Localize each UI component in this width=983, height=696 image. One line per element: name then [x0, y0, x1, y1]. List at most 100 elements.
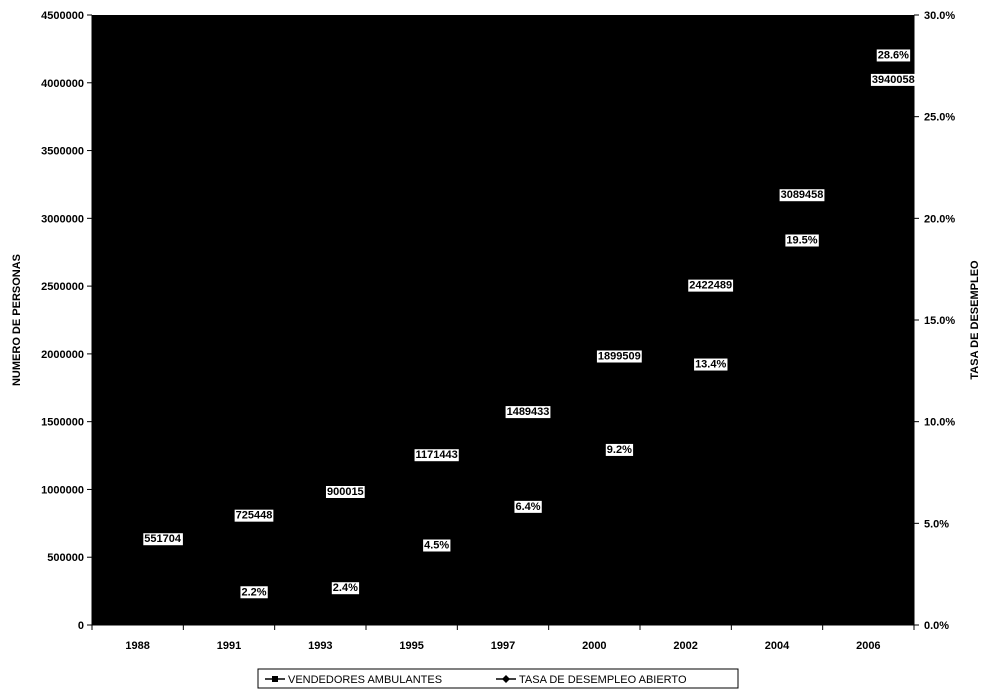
left-axis: 0 500000 1000000 1500000 2000000 2500000 30000…: [41, 10, 93, 632]
point-tasa: [499, 490, 507, 499]
point-vendedores: [408, 463, 415, 470]
data-label-tasa-text: 9.2%: [607, 444, 632, 456]
data-label-tasa: 19.5%: [785, 234, 819, 247]
point-vendedores: [500, 420, 506, 427]
data-label-vendedores-box: [688, 279, 734, 292]
data-label-tasa: 2.2%: [240, 586, 268, 599]
data-labels: 551704 725448 900015 1171443 1489433 1899509 2…: [143, 49, 916, 599]
data-label-vendedores-text: 1489433: [507, 406, 550, 418]
point-vendedores: [865, 87, 872, 94]
point-tasa: [864, 39, 873, 48]
data-label-tasa-text: 4.5%: [424, 540, 449, 552]
data-label-tasa-box: [240, 586, 268, 599]
data-label-vendedores-box: [779, 189, 825, 202]
data-label-tasa-text: 19.5%: [786, 235, 817, 247]
y2-tick-label: 15.0%: [924, 315, 955, 327]
point-vendedores: [317, 499, 324, 506]
y2-tick-label: 20.0%: [924, 213, 955, 225]
point-vendedores: [134, 547, 141, 554]
x-tick-label: 1997: [491, 640, 515, 652]
y-tick-label: 4000000: [41, 78, 84, 90]
data-label-vendedores-text: 900015: [327, 486, 364, 498]
plot-area: [92, 15, 914, 625]
point-vendedores: [591, 364, 598, 371]
data-label-vendedores: 1171443: [414, 449, 459, 462]
data-label-tasa-text: 13.4%: [695, 359, 726, 371]
data-label-vendedores: 1489433: [505, 406, 551, 419]
y2-tick-label: 10.0%: [924, 417, 955, 429]
data-label-tasa: 28.6%: [876, 49, 911, 62]
point-tasa: [225, 576, 233, 585]
data-label-vendedores: 2422489: [688, 279, 734, 292]
point-vendedores: [682, 293, 689, 300]
data-label-vendedores-text: 2422489: [689, 280, 732, 292]
data-label-vendedores-text: 3940058: [872, 74, 915, 86]
x-tick-label: 2000: [582, 640, 606, 652]
y-tick-label: 3000000: [41, 213, 84, 225]
data-label-vendedores: 1899509: [596, 350, 642, 363]
data-label-vendedores-text: 725448: [236, 510, 273, 522]
data-label-tasa-box: [785, 234, 819, 247]
y-tick-label: 3500000: [41, 146, 84, 158]
point-tasa: [590, 433, 599, 442]
data-label-tasa-box: [876, 49, 911, 62]
y-tick-label: 1500000: [41, 417, 84, 429]
data-label-vendedores-box: [596, 350, 642, 363]
x-tick-label: 2006: [856, 640, 880, 652]
data-label-tasa: 6.4%: [514, 500, 542, 513]
data-label-vendedores-box: [414, 449, 459, 462]
data-label-vendedores-box: [143, 533, 183, 546]
x-tick-label: 2002: [673, 640, 697, 652]
data-label-tasa-text: 2.4%: [333, 582, 358, 594]
data-label-vendedores-box: [505, 406, 551, 419]
data-label-vendedores: 900015: [325, 485, 365, 498]
data-label-tasa-box: [694, 358, 728, 371]
y-tick-label: 2500000: [41, 281, 84, 293]
data-label-vendedores-text: 1899509: [598, 351, 641, 363]
y-tick-label: 500000: [47, 552, 84, 564]
y2-tick-label: 5.0%: [924, 518, 949, 530]
x-axis: 1988 1991 1993 1995 1997 2000 2002 2004 2006: [91, 624, 915, 652]
legend-label-tasa: TASA DE DESEMPLEO ABIERTO: [519, 674, 687, 686]
data-label-tasa-text: 28.6%: [878, 49, 909, 61]
data-label-vendedores-box: [234, 509, 274, 522]
y-tick-label: 0: [78, 620, 84, 632]
data-label-vendedores-text: 551704: [144, 533, 182, 545]
data-label-vendedores-text: 1171443: [416, 449, 458, 461]
x-tick-label: 1993: [308, 640, 332, 652]
data-label-tasa-box: [605, 443, 634, 456]
data-label-tasa-box: [423, 539, 451, 552]
legend-label-vendedores: VENDEDORES AMBULANTES: [288, 674, 442, 686]
right-axis: 0.0% 5.0% 10.0% 15.0% 20.0% 25.0% 30.0%: [913, 10, 955, 632]
data-label-vendedores: 3089458: [779, 189, 825, 202]
legend-marker-square: [272, 676, 278, 682]
x-tick-label: 1995: [399, 640, 423, 652]
y-tick-label: 1000000: [41, 484, 84, 496]
y-axis-title: NUMERO DE PERSONAS: [11, 254, 23, 386]
x-tick-label: 1991: [217, 640, 241, 652]
point-vendedores: [226, 523, 232, 530]
data-label-tasa: 4.5%: [423, 539, 451, 552]
legend-marker-diamond: [502, 675, 510, 683]
data-label-tasa-text: 2.2%: [241, 586, 266, 598]
data-label-vendedores-text: 3089458: [781, 189, 824, 201]
y2-tick-label: 0.0%: [924, 620, 949, 632]
y2-tick-label: 30.0%: [924, 10, 955, 22]
point-tasa: [773, 224, 781, 233]
data-label-tasa-text: 6.4%: [515, 501, 540, 513]
data-label-vendedores: 551704: [143, 533, 183, 546]
data-label-vendedores-box: [870, 73, 916, 86]
x-tick-label: 1988: [125, 640, 149, 652]
point-vendedores: [774, 203, 780, 210]
point-tasa: [316, 572, 325, 581]
data-label-vendedores: 3940058: [870, 73, 916, 86]
legend: VENDEDORES AMBULANTES TASA DE DESEMPLEO …: [257, 668, 739, 689]
data-label-tasa-box: [331, 582, 360, 595]
point-tasa: [407, 529, 416, 538]
y2-tick-label: 25.0%: [924, 112, 955, 124]
y-tick-label: 4500000: [41, 10, 84, 22]
y2-axis-title: TASA DE DESEMPLEO: [969, 260, 981, 380]
data-label-vendedores-box: [325, 485, 365, 498]
